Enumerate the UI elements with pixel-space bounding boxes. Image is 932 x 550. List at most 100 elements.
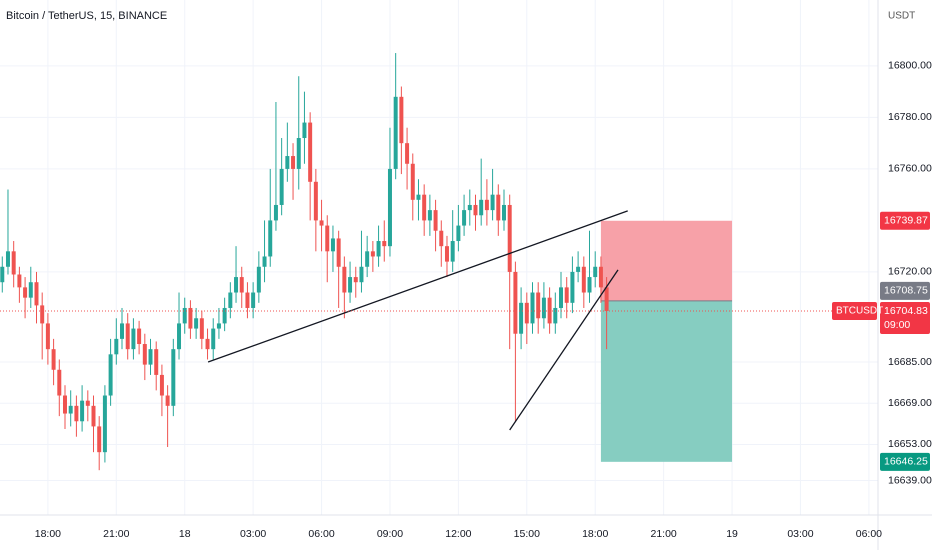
candle-body xyxy=(51,349,56,370)
candle-body xyxy=(57,369,62,396)
candle-body xyxy=(501,204,506,221)
x-tick-label: 18:00 xyxy=(35,528,61,540)
candle-body xyxy=(598,266,603,288)
candle-body xyxy=(325,225,330,252)
candle-body xyxy=(524,302,529,324)
target-zone xyxy=(600,300,733,462)
candle-body xyxy=(205,338,210,350)
candle-body xyxy=(353,277,358,283)
symbol-box xyxy=(832,301,877,320)
candle-body xyxy=(5,251,10,267)
candle-body xyxy=(479,199,484,216)
candle-body xyxy=(410,163,415,200)
candle-body xyxy=(239,277,244,293)
symbol-label: BTCUSDT xyxy=(836,306,883,317)
candle-body xyxy=(576,266,581,272)
candle-body xyxy=(530,292,535,324)
candle-body xyxy=(313,181,318,221)
x-tick-label: 03:00 xyxy=(787,528,813,540)
candle-body xyxy=(427,210,432,221)
x-tick-label: 21:00 xyxy=(103,528,129,540)
x-tick-label: 21:00 xyxy=(650,528,676,540)
candle-body xyxy=(399,96,404,144)
candle-body xyxy=(194,318,199,329)
candle-body xyxy=(45,323,50,350)
x-tick-label: 12:00 xyxy=(445,528,471,540)
target-price-label: 16646.25 xyxy=(884,456,928,468)
entry-price-label: 16708.75 xyxy=(884,285,928,297)
x-tick-label: 06:00 xyxy=(308,528,334,540)
candle-body xyxy=(291,156,296,169)
candle-body xyxy=(222,307,227,324)
x-tick-label: 06:00 xyxy=(856,528,882,540)
candle-body xyxy=(85,400,90,406)
candle-body xyxy=(393,96,398,169)
candle-body xyxy=(490,194,495,211)
candle-body xyxy=(68,405,73,414)
candle-body xyxy=(279,168,284,205)
y-tick-label: 16780.00 xyxy=(888,111,932,123)
candle-body xyxy=(262,256,267,267)
candle-body xyxy=(382,241,387,247)
candle-body xyxy=(462,210,467,226)
candle-body xyxy=(496,194,501,221)
candle-body xyxy=(570,271,575,303)
entry-price-label-box xyxy=(880,281,930,300)
x-tick-label: 19 xyxy=(726,528,738,540)
candle-body xyxy=(0,266,5,283)
candle-body xyxy=(256,266,261,293)
candle-body xyxy=(444,246,449,262)
candle-body xyxy=(114,338,119,355)
candle-body xyxy=(137,328,142,345)
candle-body xyxy=(234,277,239,293)
candle-body xyxy=(513,271,518,334)
candle-body xyxy=(102,395,107,453)
x-tick-label: 09:00 xyxy=(377,528,403,540)
candle-body xyxy=(74,405,79,422)
candle-body xyxy=(359,266,364,283)
candle-body xyxy=(182,307,187,324)
candle-body xyxy=(228,292,233,308)
candle-body xyxy=(450,241,455,262)
candle-body xyxy=(581,266,586,293)
candle-body xyxy=(23,287,28,298)
x-tick-label: 18:00 xyxy=(582,528,608,540)
x-tick-label: 18 xyxy=(179,528,191,540)
candle-body xyxy=(456,225,461,242)
candle-body xyxy=(108,354,113,396)
candle-body xyxy=(211,328,216,350)
y-tick-label: 16639.00 xyxy=(888,474,932,486)
y-tick-label: 16669.00 xyxy=(888,397,932,409)
candle-body xyxy=(285,156,290,169)
y-tick-label: 16653.00 xyxy=(888,438,932,450)
candle-body xyxy=(330,238,335,252)
candle-body xyxy=(365,251,370,267)
y-tick-label: 16760.00 xyxy=(888,163,932,175)
x-tick-label: 15:00 xyxy=(514,528,540,540)
candle-body xyxy=(593,266,598,278)
y-unit: USDT xyxy=(888,11,915,22)
candle-body xyxy=(154,349,159,375)
last-price-box xyxy=(880,301,930,334)
y-tick-label: 16720.00 xyxy=(888,266,932,278)
candle-body xyxy=(507,204,512,272)
y-tick-label: 16800.00 xyxy=(888,60,932,72)
trendline xyxy=(509,269,619,431)
candle-body xyxy=(553,307,558,324)
candle-body xyxy=(216,323,221,329)
candle-body xyxy=(422,194,427,221)
candle-body xyxy=(199,318,204,339)
candle-body xyxy=(91,405,96,427)
last-price-label: 16704.83 xyxy=(884,305,928,317)
candle-body xyxy=(120,323,125,339)
candle-body xyxy=(559,287,564,308)
candle-body xyxy=(273,204,278,221)
candle-body xyxy=(342,266,347,293)
candle-body xyxy=(80,400,85,422)
candle-body xyxy=(34,282,39,306)
candle-body xyxy=(564,287,569,303)
trendline xyxy=(207,210,628,363)
candle-body xyxy=(439,230,444,247)
